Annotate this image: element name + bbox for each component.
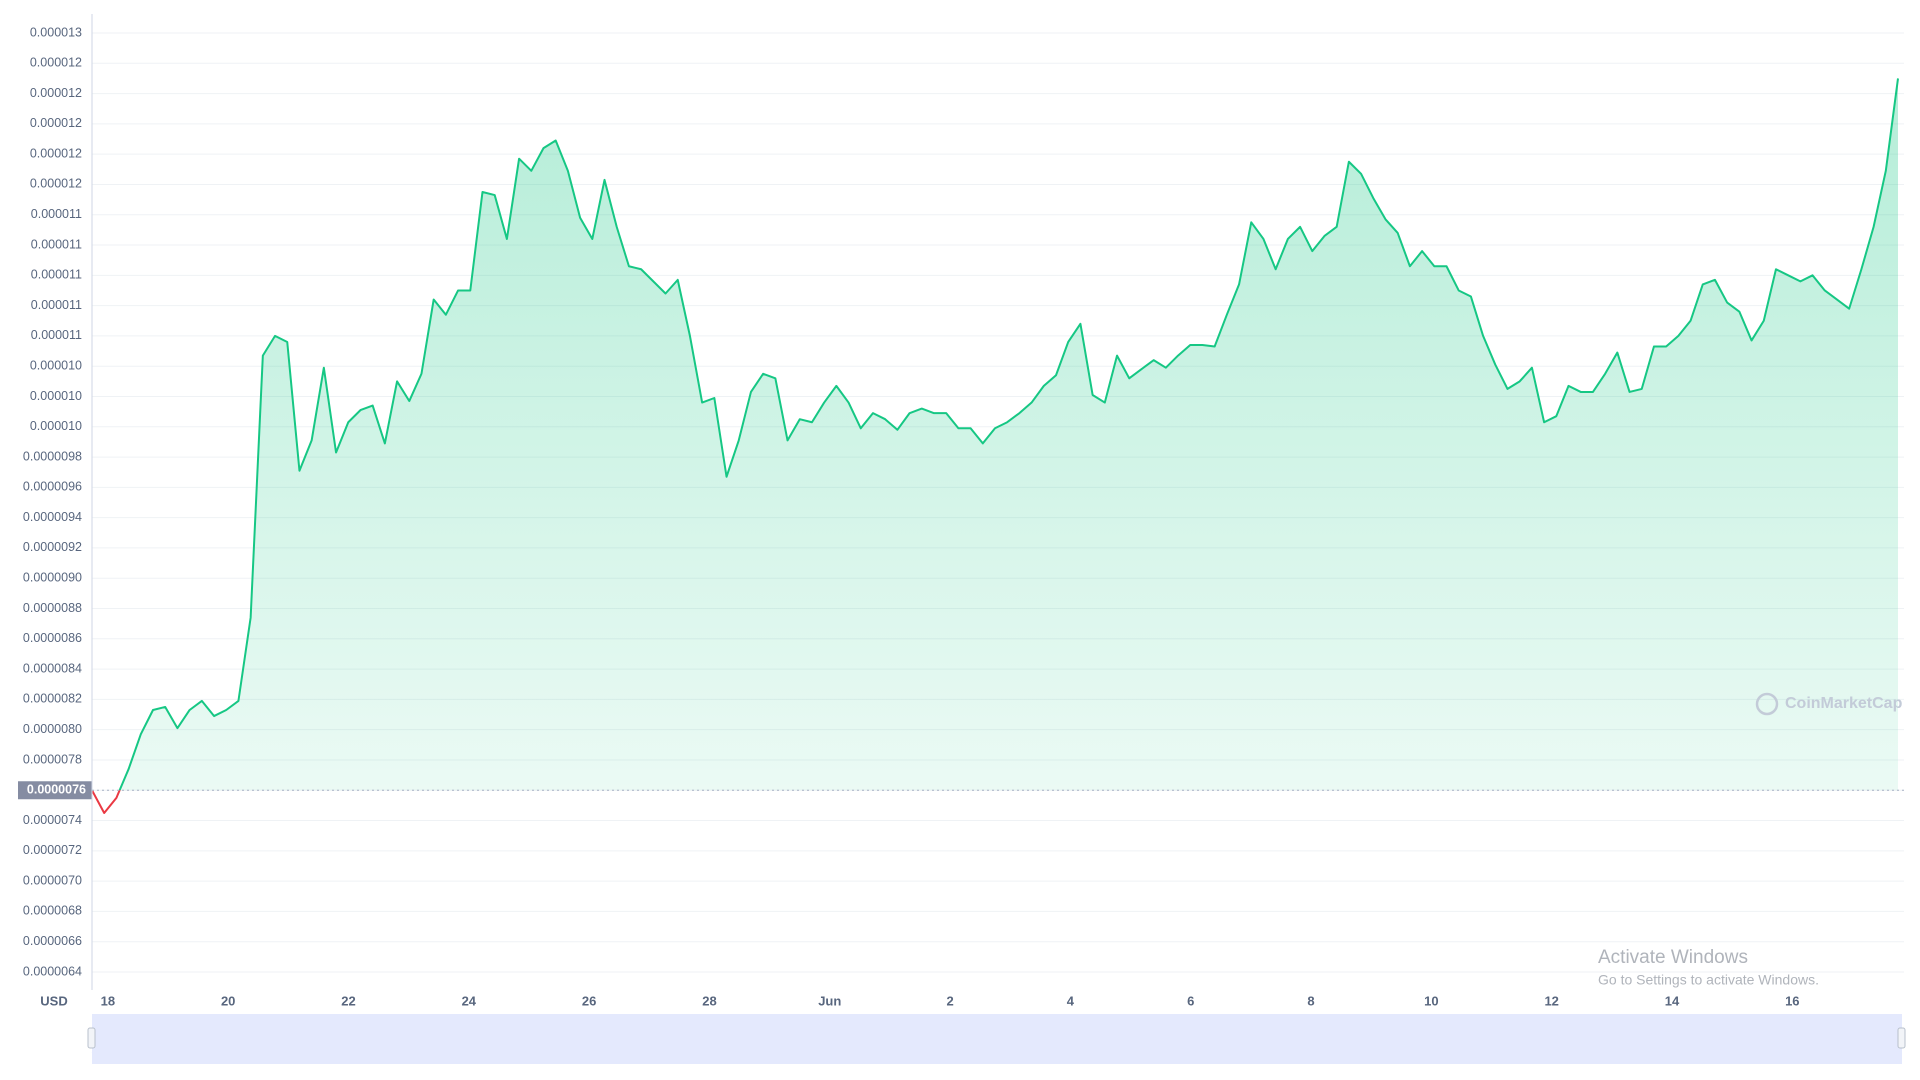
y-tick-label: 0.0000090 (23, 571, 82, 585)
x-tick-label: 10 (1424, 993, 1438, 1008)
y-tick-label: 0.000012 (30, 56, 82, 70)
x-tick-label: 24 (462, 993, 477, 1008)
x-tick-label: 2 (946, 993, 953, 1008)
y-tick-label: 0.000013 (30, 25, 82, 39)
y-tick-label: 0.0000064 (23, 964, 82, 978)
reference-price-badge (18, 781, 92, 800)
y-tick-label: 0.000010 (30, 358, 82, 372)
x-tick-label: 16 (1785, 993, 1799, 1008)
y-tick-label: 0.0000068 (23, 904, 82, 918)
x-tick-label: 22 (341, 993, 355, 1008)
x-tick-label: 14 (1665, 993, 1680, 1008)
x-tick-label: 12 (1544, 993, 1558, 1008)
windows-activation-title: Activate Windows (1598, 947, 1748, 968)
y-tick-label: 0.000011 (31, 298, 82, 312)
x-tick-label: 28 (702, 993, 716, 1008)
y-tick-label: 0.0000088 (23, 601, 82, 615)
x-tick-label: 8 (1307, 993, 1314, 1008)
watermark-text: CoinMarketCap (1785, 695, 1903, 712)
y-tick-label: 0.0000066 (23, 934, 82, 948)
x-tick-label: 6 (1187, 993, 1194, 1008)
y-tick-label: 0.0000092 (23, 540, 82, 554)
y-tick-label: 0.0000080 (23, 722, 82, 736)
y-tick-label: 0.0000082 (23, 692, 82, 706)
x-tick-label: 4 (1067, 993, 1075, 1008)
y-tick-label: 0.0000074 (23, 813, 82, 827)
y-tick-label: 0.000011 (31, 328, 82, 342)
y-tick-label: 0.000012 (30, 116, 82, 130)
y-tick-label: 0.000012 (30, 146, 82, 160)
price-line (92, 78, 1899, 791)
x-tick-label: 18 (101, 993, 115, 1008)
price-area (119, 78, 1898, 791)
currency-label: USD (40, 993, 67, 1008)
navigator-background (92, 1014, 1902, 1064)
y-tick-label: 0.0000094 (23, 510, 82, 524)
data-layer (91, 78, 1899, 814)
y-tick-label: 0.000010 (30, 419, 82, 433)
y-tick-label: 0.000010 (30, 389, 82, 403)
y-tick-label: 0.000012 (30, 86, 82, 100)
y-tick-label: 0.0000078 (23, 752, 82, 766)
y-tick-label: 0.0000070 (23, 873, 82, 887)
x-tick-label: 20 (221, 993, 235, 1008)
y-tick-label: 0.0000098 (23, 449, 82, 463)
y-tick-label: 0.000012 (30, 177, 82, 191)
navigator-handle-left[interactable] (87, 1027, 96, 1049)
y-tick-label: 0.0000084 (23, 661, 82, 675)
windows-activation-subtitle: Go to Settings to activate Windows. (1598, 972, 1819, 988)
reference-price-label: 0.0000076 (27, 783, 86, 797)
y-tick-label: 0.000011 (31, 207, 82, 221)
watermark-logo (1755, 692, 1779, 716)
x-tick-label: Jun (818, 993, 841, 1008)
y-tick-label: 0.000011 (31, 268, 82, 282)
watermark: CoinMarketCap (1755, 692, 1903, 716)
y-tick-label: 0.000011 (31, 237, 82, 251)
navigator-handle-right[interactable] (1897, 1027, 1906, 1049)
y-tick-label: 0.0000072 (23, 843, 82, 857)
y-tick-label: 0.0000086 (23, 631, 82, 645)
x-tick-label: 26 (582, 993, 596, 1008)
y-tick-label: 0.0000096 (23, 480, 82, 494)
